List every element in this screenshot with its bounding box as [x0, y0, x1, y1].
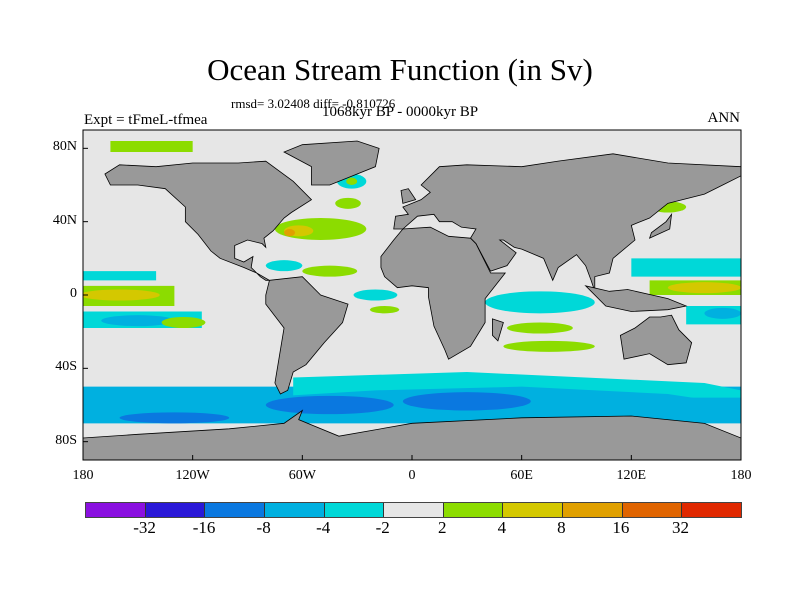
- west-pacific-yellow: [667, 282, 741, 294]
- south-pacific-blue: [101, 315, 175, 327]
- britain-land: [400, 188, 417, 204]
- y-tick-label: 40S: [55, 359, 77, 375]
- x-tick-label: 60W: [288, 468, 316, 483]
- colorbar-label: 2: [438, 518, 447, 537]
- caribbean-cyan: [265, 260, 303, 272]
- colorbar-label: 32: [671, 518, 689, 537]
- x-tick-label: 120E: [616, 468, 647, 483]
- indian-ocean-green: [507, 322, 573, 334]
- y-tick-label: 0: [70, 286, 77, 301]
- southern-ocean-blue: [402, 392, 531, 411]
- colorbar-label: -2: [375, 518, 390, 537]
- equatorial-pacific-yellow: [83, 289, 160, 301]
- indonesia-land: [584, 285, 688, 312]
- eurasia-land: [393, 153, 741, 292]
- x-tick-label: 180: [730, 468, 752, 483]
- colorbar-swatch: [682, 503, 742, 517]
- colorbar-swatch: [443, 503, 504, 517]
- x-tick-label: 0: [408, 468, 416, 483]
- colorbar-swatch: [503, 503, 564, 517]
- colorbar-swatch: [324, 503, 385, 517]
- y-tick-label: 80S: [55, 432, 77, 448]
- colorbar-label: -32: [133, 518, 156, 537]
- period-label: 1068kyr BP - 0000kyr BP: [322, 104, 479, 120]
- japan-land: [648, 212, 673, 239]
- plot-title: Ocean Stream Function (in Sv): [207, 52, 593, 87]
- north-atlantic-orange: [284, 229, 296, 237]
- south-atlantic-green: [369, 306, 400, 314]
- colorbar-swatch: [205, 503, 265, 517]
- north-america-land: [104, 160, 313, 281]
- colorbar-label: -4: [316, 518, 331, 537]
- colorbar-swatch: [384, 503, 444, 517]
- greenland-land: [283, 140, 380, 186]
- subpolar-green: [346, 177, 358, 185]
- southern-ocean-blue: [265, 395, 394, 415]
- experiment-label: Expt = tFmeL-tfmea: [84, 112, 208, 128]
- colorbar-swatch: [563, 503, 623, 517]
- south-america-land: [265, 276, 349, 395]
- north-pacific-cyan: [83, 271, 157, 281]
- colorbar-label: 8: [557, 518, 566, 537]
- north-atlantic-green: [335, 197, 361, 209]
- colorbar-swatch: [622, 503, 683, 517]
- colorbar-swatch: [86, 503, 146, 517]
- arctic-green: [110, 141, 193, 152]
- y-tick-label: 40N: [52, 212, 77, 228]
- antarctica-land: [83, 409, 741, 460]
- season-label: ANN: [707, 110, 741, 126]
- colorbar-label: -16: [192, 518, 216, 537]
- australia-land: [619, 314, 693, 366]
- stats-label: rmsd= 3.02408 diff= -0.810726: [231, 96, 396, 111]
- colorbar-label: 4: [497, 518, 507, 537]
- x-tick-label: 60E: [510, 468, 533, 483]
- indian-ocean-cyan: [485, 291, 595, 314]
- southwest-pacific-blue: [704, 307, 741, 319]
- tropical-atlantic-green: [302, 265, 358, 277]
- x-tick-label: 180: [72, 468, 94, 483]
- y-tick-label: 80N: [52, 139, 77, 155]
- equatorial-atlantic-cyan: [353, 289, 398, 301]
- colorbar: [85, 502, 742, 518]
- madagascar-land: [492, 318, 504, 342]
- field-layer: [83, 140, 741, 460]
- africa-land: [380, 226, 507, 360]
- indian-ocean-green: [503, 340, 595, 352]
- south-pacific-green: [161, 317, 206, 328]
- colorbar-label: 16: [612, 518, 630, 537]
- west-pacific-cyan: [631, 258, 741, 277]
- colorbar-swatch: [264, 503, 325, 517]
- colorbar-swatch: [145, 503, 206, 517]
- southern-ocean-blue: [119, 412, 230, 424]
- x-tick-label: 120W: [175, 468, 210, 483]
- colorbar-label: -8: [256, 518, 271, 537]
